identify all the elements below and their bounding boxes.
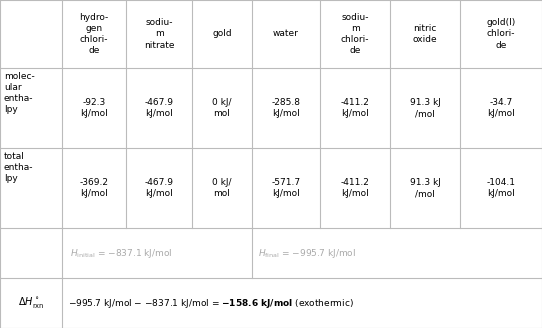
Text: $\mathit{H}_\mathrm{final}$ = $-$995.7 kJ/mol: $\mathit{H}_\mathrm{final}$ = $-$995.7 k… [258,247,356,259]
Text: -104.1
kJ/mol: -104.1 kJ/mol [487,178,515,198]
Text: $-$995.7 kJ/mol $-$ $-$837.1 kJ/mol = $\bf{-158.6\ kJ/mol}$ (exothermic): $-$995.7 kJ/mol $-$ $-$837.1 kJ/mol = $\… [68,297,354,310]
Text: $\mathit{H}_\mathrm{initial}$ = $-$837.1 kJ/mol: $\mathit{H}_\mathrm{initial}$ = $-$837.1… [70,247,173,259]
Text: sodiu-
m
chlori-
de: sodiu- m chlori- de [341,13,369,55]
Text: -571.7
kJ/mol: -571.7 kJ/mol [272,178,301,198]
Text: total
entha-
lpy: total entha- lpy [4,152,34,183]
Text: -411.2
kJ/mol: -411.2 kJ/mol [340,178,370,198]
Text: nitric
oxide: nitric oxide [412,24,437,44]
Text: molec-
ular
entha-
lpy: molec- ular entha- lpy [4,72,35,114]
Text: $\Delta H^\circ_\mathrm{rxn}$: $\Delta H^\circ_\mathrm{rxn}$ [18,296,44,311]
Text: 0 kJ/
mol: 0 kJ/ mol [212,98,232,118]
Text: hydro-
gen
chlori-
de: hydro- gen chlori- de [79,13,108,55]
Text: water: water [273,30,299,38]
Text: -467.9
kJ/mol: -467.9 kJ/mol [145,178,173,198]
Text: -467.9
kJ/mol: -467.9 kJ/mol [145,98,173,118]
Text: 91.3 kJ
/mol: 91.3 kJ /mol [410,178,441,198]
Text: -92.3
kJ/mol: -92.3 kJ/mol [80,98,108,118]
Text: 91.3 kJ
/mol: 91.3 kJ /mol [410,98,441,118]
Text: gold(I)
chlori-
de: gold(I) chlori- de [486,18,515,50]
Text: 0 kJ/
mol: 0 kJ/ mol [212,178,232,198]
Text: gold: gold [212,30,232,38]
Text: -285.8
kJ/mol: -285.8 kJ/mol [272,98,300,118]
Text: -411.2
kJ/mol: -411.2 kJ/mol [340,98,370,118]
Text: sodiu-
m
nitrate: sodiu- m nitrate [144,18,174,50]
Text: -34.7
kJ/mol: -34.7 kJ/mol [487,98,515,118]
Text: -369.2
kJ/mol: -369.2 kJ/mol [80,178,108,198]
